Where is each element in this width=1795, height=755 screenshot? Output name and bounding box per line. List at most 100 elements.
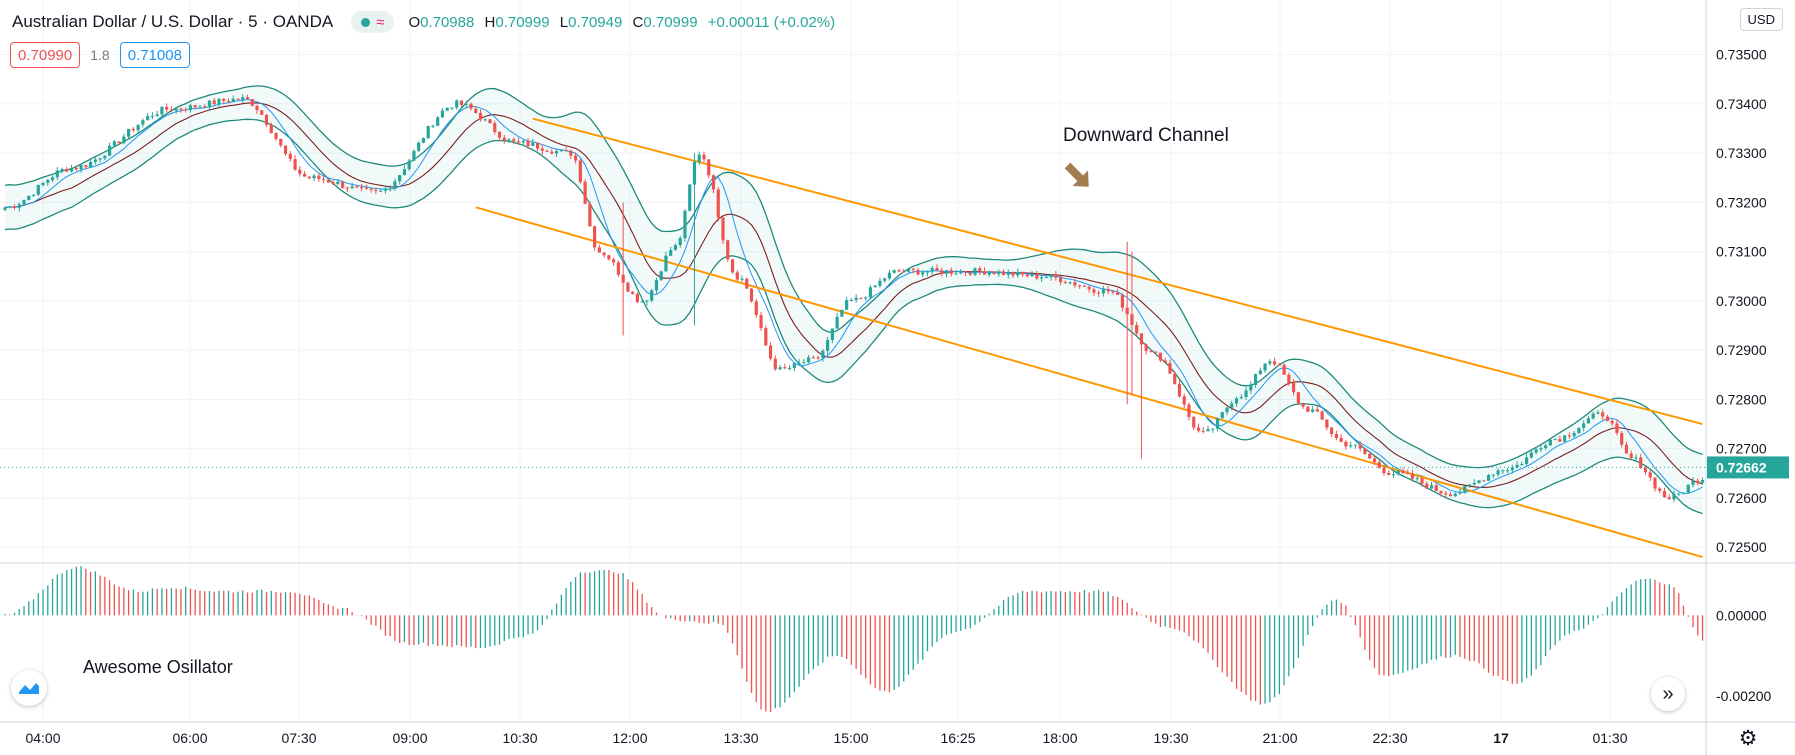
- candle-body: [911, 268, 915, 270]
- candle-body: [1510, 467, 1514, 471]
- candle-body: [98, 158, 102, 160]
- candle-body: [1215, 418, 1220, 429]
- symbol-title[interactable]: Australian Dollar / U.S. Dollar · 5 · OA…: [12, 12, 334, 31]
- candle-body: [402, 169, 407, 176]
- candle-body: [1192, 416, 1196, 428]
- buy-button[interactable]: 0.71008: [119, 42, 190, 68]
- candle-body: [830, 328, 834, 340]
- candle-body: [1558, 439, 1562, 442]
- candle-body: [1201, 430, 1205, 432]
- candle-body: [398, 175, 402, 182]
- candle-body: [141, 120, 145, 125]
- candle-body: [1544, 445, 1548, 449]
- candle-body: [749, 288, 754, 302]
- candle-body: [845, 300, 849, 310]
- candle-body: [1154, 351, 1158, 353]
- candle-body: [721, 217, 725, 241]
- candle-body: [1539, 448, 1543, 450]
- candle-body: [1144, 344, 1148, 352]
- candle-body: [440, 110, 445, 118]
- candle-body: [759, 315, 763, 329]
- trade-panel: 0.70990 1.8 0.71008: [10, 42, 190, 68]
- candle-body: [654, 280, 659, 291]
- candle-body: [1401, 470, 1405, 474]
- downward-channel[interactable]: [475, 117, 1703, 559]
- candle-body: [507, 139, 511, 141]
- candle-body: [50, 177, 55, 181]
- price-tick-label: 0.72800: [1716, 391, 1767, 407]
- candle-body: [217, 98, 221, 105]
- candle-body: [730, 259, 735, 273]
- candle-body: [1586, 418, 1591, 424]
- oscillator-tick-label: 0.00000: [1716, 607, 1767, 623]
- candle-body: [883, 278, 887, 281]
- candle-body: [1596, 412, 1600, 414]
- approx-wave-icon: ≈: [376, 13, 385, 31]
- candle-body: [1220, 412, 1224, 419]
- candle-body: [535, 142, 540, 149]
- oscillator-annotation-text: Awesome Osillator: [83, 657, 233, 677]
- currency-button[interactable]: USD: [1739, 8, 1783, 31]
- tradingview-logo-icon[interactable]: [11, 670, 47, 706]
- candle-body: [1662, 490, 1667, 498]
- candle-body: [1163, 360, 1167, 364]
- candle-body: [131, 128, 135, 131]
- candle-body: [906, 268, 911, 272]
- candle-body: [949, 270, 953, 274]
- candle-body: [826, 339, 830, 351]
- candle-body: [1444, 493, 1448, 495]
- candle-body: [1458, 492, 1462, 494]
- candle-body: [1634, 457, 1638, 459]
- bollinger-upper-line: [4, 85, 1703, 469]
- candle-body: [1643, 468, 1648, 473]
- candle-body: [864, 297, 868, 299]
- candle-body: [768, 345, 773, 359]
- candle-body: [574, 155, 578, 161]
- candle-body: [959, 271, 963, 274]
- time-tick-label: 19:30: [1153, 730, 1188, 746]
- candle-body: [559, 150, 563, 152]
- candle-body: [307, 176, 311, 179]
- sell-button[interactable]: 0.70990: [10, 42, 81, 68]
- candle-body: [1139, 333, 1144, 345]
- candle-body: [1182, 396, 1186, 405]
- indicator-toggle[interactable]: ≈: [351, 11, 395, 33]
- candle-body: [1325, 419, 1329, 428]
- candle-body: [550, 151, 554, 154]
- candle-body: [1396, 470, 1400, 475]
- price-tick-label: 0.73000: [1716, 293, 1767, 309]
- candle-body: [1406, 473, 1410, 475]
- chart-annotations: Downward Channel: [1063, 125, 1229, 187]
- candle-body: [293, 159, 297, 170]
- channel-annotation-text[interactable]: Downward Channel: [1063, 125, 1229, 146]
- candle-body: [417, 142, 421, 151]
- candle-body: [1349, 445, 1353, 447]
- candle-body: [1691, 480, 1695, 485]
- candle-body: [597, 247, 601, 253]
- candle-body: [146, 116, 150, 121]
- candle-body: [22, 199, 26, 205]
- candle-body: [1410, 473, 1415, 479]
- candle-body: [1681, 492, 1686, 494]
- candle-body: [431, 125, 435, 127]
- bollinger-bands: [4, 85, 1703, 515]
- price-tick-label: 0.72600: [1716, 490, 1767, 506]
- candle-body: [1605, 416, 1610, 421]
- candle-body: [616, 262, 620, 275]
- candle-body: [764, 328, 768, 346]
- candle-body: [288, 153, 292, 160]
- candle-body: [1025, 274, 1029, 277]
- candle-body: [607, 255, 611, 260]
- fast-forward-icon[interactable]: »: [1651, 677, 1685, 711]
- candle-body: [336, 181, 340, 184]
- candle-body: [1059, 277, 1063, 283]
- candle-body: [835, 316, 839, 329]
- candle-body: [108, 145, 112, 156]
- candle-body: [1101, 289, 1106, 294]
- candle-body: [450, 107, 454, 109]
- gear-icon[interactable]: ⚙: [1738, 726, 1758, 750]
- candle-body: [1263, 363, 1267, 371]
- candle-body: [1168, 363, 1172, 374]
